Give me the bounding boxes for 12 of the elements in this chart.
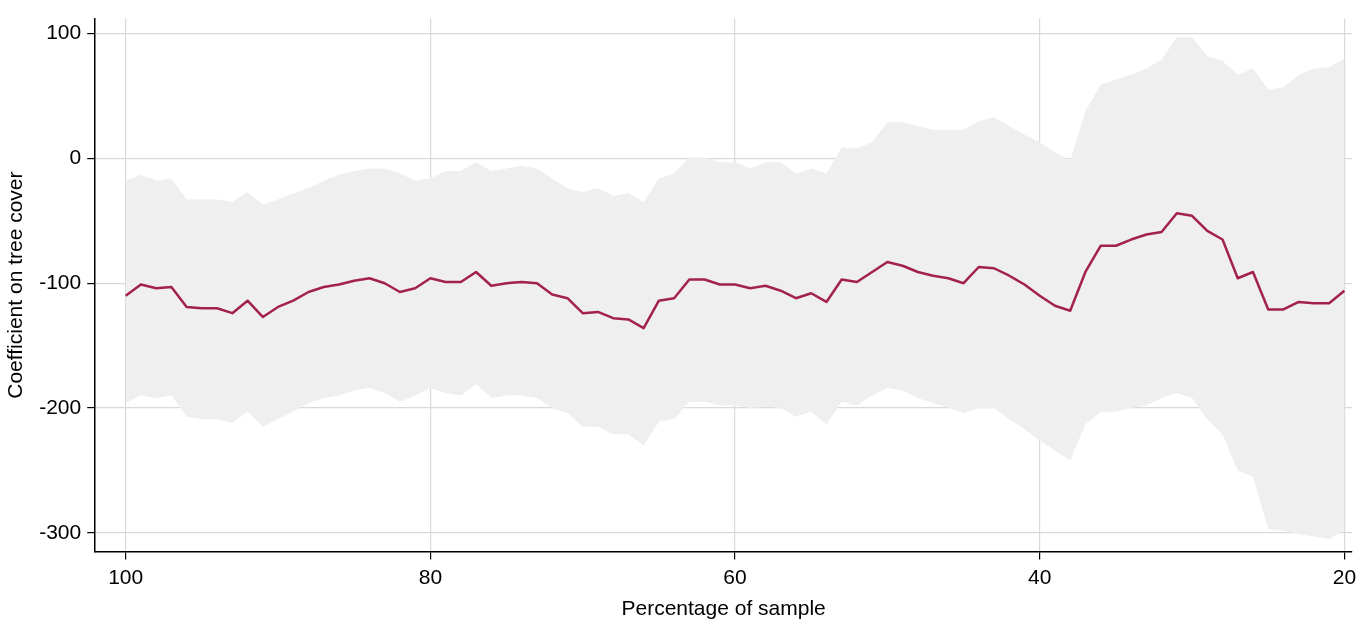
- y-axis-title: Coefficient on tree cover: [3, 171, 27, 399]
- x-tick-label: 60: [723, 565, 747, 588]
- y-tick-label: -100: [39, 270, 82, 294]
- x-tick-label: 100: [108, 565, 144, 588]
- x-tick-label: 40: [1028, 565, 1052, 588]
- x-axis-title: Percentage of sample: [621, 596, 826, 620]
- y-tick-label: 0: [69, 145, 82, 169]
- y-tick-label: -300: [39, 519, 82, 543]
- x-tick-label: 20: [1332, 565, 1357, 588]
- y-tick-label: -200: [39, 394, 82, 418]
- y-tick-label: 100: [46, 20, 82, 44]
- x-tick-label: 80: [418, 565, 443, 588]
